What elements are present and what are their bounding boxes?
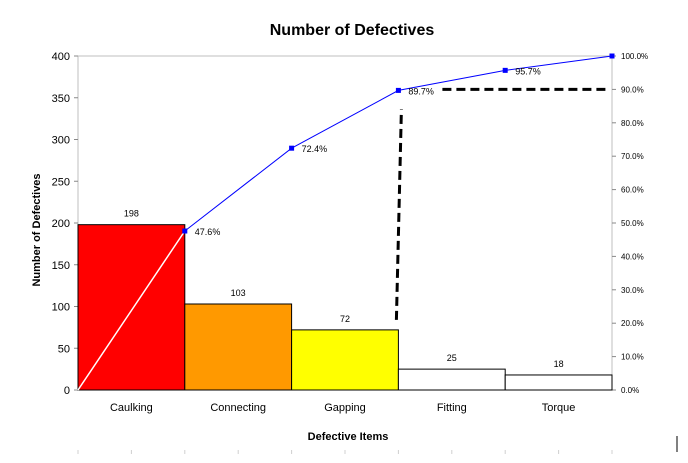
y2-tick-label: 10.0% (621, 353, 644, 362)
y-tick-label: 0 (64, 385, 70, 397)
y2-tick-label: 30.0% (621, 286, 644, 295)
bar-fitting (397, 368, 506, 391)
chart-title: Number of Defectives (270, 22, 435, 39)
dashed-reference-line (394, 109, 403, 320)
y-tick-label: 300 (52, 135, 70, 147)
y2-tick-label: 80.0% (621, 119, 644, 128)
cumulative-label: 72.4% (302, 144, 328, 154)
bar-gapping (291, 329, 399, 391)
cumulative-marker (289, 145, 295, 151)
y-tick-label: 200 (52, 218, 70, 230)
x-axis-title: Defective Items (308, 431, 389, 443)
bar-value-label: 18 (554, 359, 564, 369)
x-tick-label: Caulking (110, 402, 153, 414)
y2-tick-label: 90.0% (621, 85, 644, 94)
x-tick-label: Fitting (437, 402, 467, 414)
bar-caulking (77, 224, 186, 391)
y2-tick-label: 0.0% (621, 386, 639, 395)
y-tick-label: 50 (58, 343, 70, 355)
cumulative-marker (502, 67, 508, 73)
cumulative-label: 89.7% (408, 86, 434, 96)
bar-torque (504, 374, 613, 391)
x-tick-label: Gapping (324, 402, 366, 414)
cumulative-label: 95.7% (515, 66, 541, 76)
plot-area: 0 50 100 150 200 250 300 350 400 0.0% 10.0% 20.0% 30… (52, 51, 648, 454)
cumulative-label: 47.6% (195, 227, 221, 237)
cumulative-marker (182, 228, 188, 234)
y2-tick-label: 20.0% (621, 319, 644, 328)
y2-tick-label: 70.0% (621, 152, 644, 161)
diagonal-line (77, 230, 186, 391)
y-tick-label: 100 (52, 302, 70, 314)
bar-value-label: 72 (340, 314, 350, 324)
y2-tick-label: 100.0% (621, 52, 648, 61)
y2-tick-label: 60.0% (621, 186, 644, 195)
cumulative-marker (395, 87, 401, 93)
bar-connecting (184, 303, 293, 391)
y-tick-label: 350 (52, 93, 70, 105)
y2-tick-label: 40.0% (621, 252, 644, 261)
y-tick-label: 150 (52, 260, 70, 272)
y2-tick-label: 50.0% (621, 219, 644, 228)
cumulative-marker (609, 53, 615, 59)
x-tick-label: Connecting (210, 402, 266, 414)
y-tick-label: 250 (52, 176, 70, 188)
bar-value-label: 198 (124, 209, 139, 219)
y-axis-title: Number of Defectives (31, 173, 43, 286)
bar-value-label: 25 (447, 353, 457, 363)
bar-value-label: 103 (231, 288, 246, 298)
y-tick-label: 400 (52, 51, 70, 63)
x-tick-label: Torque (542, 402, 576, 414)
